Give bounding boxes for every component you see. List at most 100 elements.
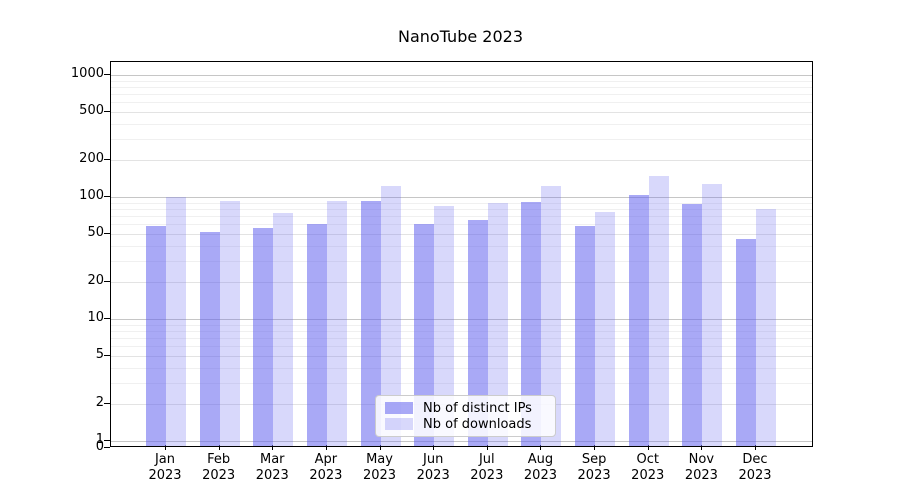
x-axis-tick-label-line: 2023 [523,468,557,483]
gridline-1000 [111,75,812,76]
bar-downloads-sep [595,212,616,446]
x-axis-tick-label: Dec 2023 [723,452,787,484]
bar-distinct-ips-mar [253,227,274,446]
bar-downloads-jun [434,205,455,446]
y-axis-tick-mark [104,403,110,405]
x-axis-tick-mark [379,445,381,450]
y-axis-tick-label: 200 [79,151,104,167]
x-axis-tick-label-line: 2023 [148,468,182,483]
bar-downloads-jan [166,197,186,446]
x-axis-tick-label-line: Dec [742,452,768,467]
bar-downloads-nov [702,184,723,446]
chart-title: NanoTube 2023 [398,27,523,46]
gridline-minor [111,215,812,217]
y-axis-tick-mark [104,196,110,197]
x-axis-tick-label-line: 2023 [362,468,397,483]
y-axis-tick-label: 100 [79,188,104,203]
bar-distinct-ips-feb [199,231,220,446]
gridline-10 [111,319,812,320]
y-axis-tick-label: 0 [95,438,104,454]
bar-downloads-dec [756,208,776,446]
x-axis-tick-label: Aug 2023 [508,452,572,484]
x-axis-tick-label-line: Jul [478,452,495,467]
x-axis-tick-mark [755,445,756,450]
bar-distinct-ips-jul [467,219,488,446]
gridline-minor [111,138,812,140]
legend-item-downloads: Nb of downloads [385,416,547,432]
bar-distinct-ips-dec [736,239,756,446]
x-axis-tick-mark [486,445,488,450]
gridline-minor [111,224,812,226]
x-axis-tick-label-line: 2023 [255,468,289,483]
bar-downloads-aug [541,186,562,446]
x-axis-tick-label-line: Oct [636,452,659,467]
legend-label-downloads: Nb of downloads [423,416,532,432]
bar-downloads-mar [273,212,294,446]
x-axis-tick-label: Mar 2023 [240,452,304,484]
x-axis-tick-label-line: Jun [423,452,444,467]
y-axis-tick-label: 10 [87,310,104,325]
gridline-minor [111,123,812,125]
x-axis-tick-label-line: 2023 [631,468,665,483]
gridline-50 [111,233,812,235]
x-axis-tick-label-line: 2023 [684,468,718,483]
legend-swatch-distinct-ips [385,402,413,414]
x-axis-tick-mark [701,445,703,450]
x-axis-tick-label: Jul 2023 [455,452,519,484]
x-axis-tick-label: Feb 2023 [187,452,251,484]
gridline-minor [111,86,812,88]
x-axis-tick-label-line: Jan [154,452,176,467]
gridline-minor [111,245,812,247]
bar-downloads-jul [487,203,508,446]
x-axis-tick-label: Sep 2023 [562,452,626,484]
x-axis-tick-label: Apr 2023 [294,452,358,484]
bar-downloads-apr [326,201,347,446]
x-axis-tick-mark [594,445,596,450]
x-axis-tick-label-line: Apr [314,452,338,467]
y-axis-tick-mark [104,110,110,112]
y-axis-tick-label: 2 [95,395,104,411]
x-axis-tick-label-line: 2023 [309,468,343,483]
bar-distinct-ips-may [360,201,381,446]
bar-distinct-ips-aug [521,201,542,446]
x-axis-tick-label: Nov 2023 [669,452,733,484]
gridline-minor [111,93,812,95]
x-axis-tick-mark [540,445,542,450]
x-axis-tick-label-line: 2023 [202,468,236,483]
y-axis-tick-label: 1 [95,432,104,447]
gridline-minor [111,346,812,348]
gridline-200 [111,160,812,162]
gridline-minor [111,202,812,204]
bar-downloads-feb [219,200,240,446]
plot-area: Nb of distinct IPs Nb of downloads [110,61,813,447]
x-axis-tick-mark [165,445,166,450]
bar-distinct-ips-jan [146,225,166,446]
x-axis-tick-label-line: 2023 [577,468,611,483]
y-axis-tick-mark [104,318,110,319]
bar-distinct-ips-apr [306,224,327,446]
y-axis-tick-mark [104,440,110,441]
gridline-minor [111,208,812,210]
gridline-100 [111,197,812,198]
x-axis-tick-label-line: 2023 [470,468,504,483]
x-axis-tick-label-line: Nov [688,452,715,467]
x-axis-tick-label: Oct 2023 [616,452,680,484]
gridline-minor [111,337,812,339]
x-axis-tick-label-line: Feb [207,452,231,467]
x-axis-tick-label-line: Aug [527,452,554,467]
x-axis-tick-label: May 2023 [348,452,412,484]
gridline-20 [111,282,812,284]
x-axis-tick-label-line: May [366,452,393,467]
x-axis-tick-mark [647,445,649,450]
y-axis-tick-mark [104,159,110,161]
x-axis-tick-label: Jan 2023 [133,452,197,484]
gridline-5 [111,355,812,357]
legend-item-distinct-ips: Nb of distinct IPs [385,400,547,416]
bar-distinct-ips-oct [628,194,649,446]
legend-label-distinct-ips: Nb of distinct IPs [423,400,532,416]
gridline-1 [111,441,812,442]
y-axis-tick-label: 500 [79,102,104,118]
y-axis-tick-mark [104,232,110,234]
gridline-minor [111,80,812,82]
